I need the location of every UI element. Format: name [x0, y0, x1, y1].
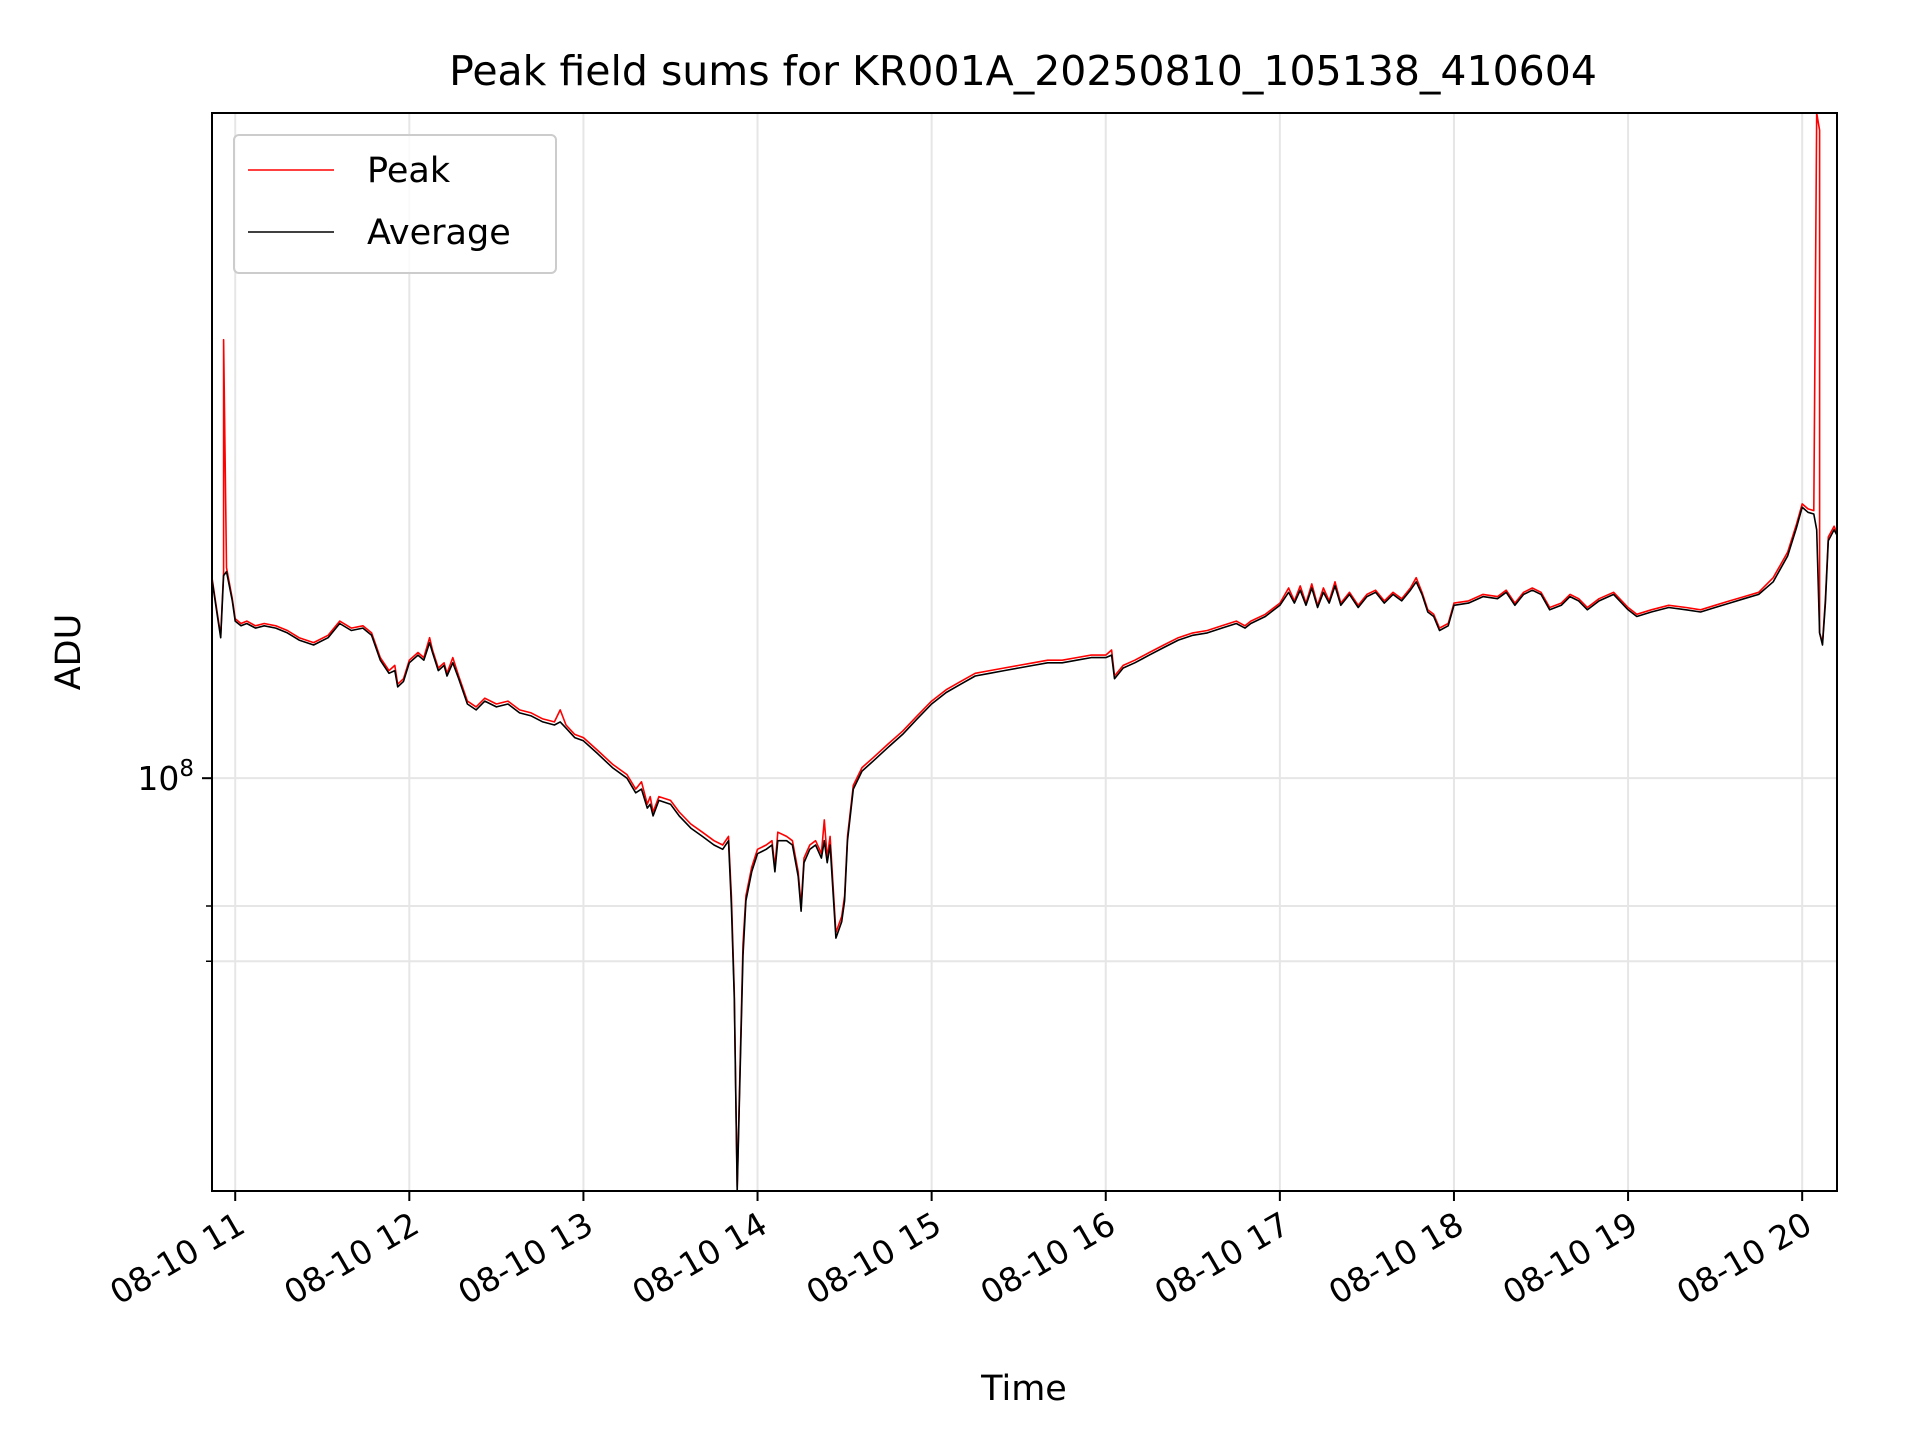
chart-title: Peak field sums for KR001A_20250810_1051…: [449, 47, 1597, 95]
series-line-peak: [211, 112, 1838, 1188]
grid: [212, 113, 1837, 1191]
legend: Peak Average: [233, 134, 557, 274]
plot-area: [211, 112, 1838, 1192]
x-axis-label: Time: [980, 1369, 1067, 1409]
series-line-average: [211, 506, 1838, 1192]
legend-label-peak: Peak: [367, 151, 451, 191]
y-axis-label: ADU: [49, 614, 89, 691]
legend-label-average: Average: [367, 213, 511, 253]
axes-frame: [211, 112, 1838, 1192]
